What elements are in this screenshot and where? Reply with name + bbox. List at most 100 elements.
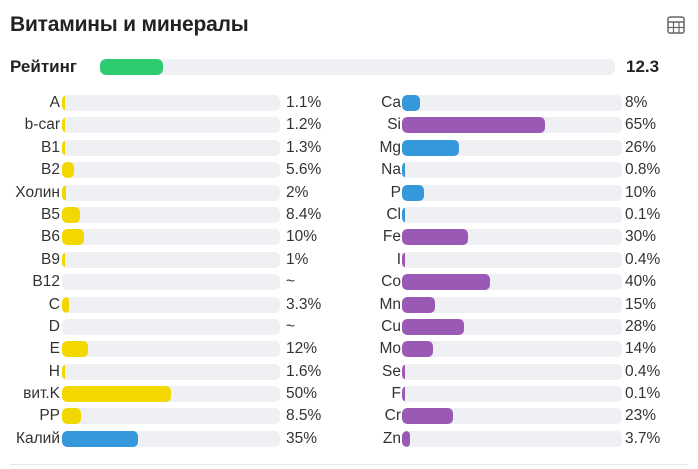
nutrient-bar-track <box>62 251 280 268</box>
nutrient-bar-track <box>402 206 622 223</box>
nutrient-bar-track <box>402 386 622 403</box>
nutrient-row: B5 8.4% <box>0 204 345 226</box>
nutrient-row: b-car 1.2% <box>0 114 345 136</box>
nutrient-value: 26% <box>625 138 657 156</box>
nutrient-value: 50% <box>286 385 318 403</box>
nutrient-label: Ca <box>381 94 401 111</box>
nutrient-label: E <box>49 340 60 358</box>
nutrient-bar-track <box>62 162 280 179</box>
nutrient-bar-track <box>402 95 622 111</box>
nutrient-bar-track <box>402 184 622 201</box>
divider <box>10 464 688 465</box>
nutrient-label: A <box>49 94 60 111</box>
nutrient-bar-fill <box>402 117 545 134</box>
nutrient-row: H 1.6% <box>0 361 345 383</box>
nutrient-value: 1.1% <box>286 94 322 111</box>
nutrient-bar-fill <box>62 296 70 313</box>
nutrient-bar-fill <box>402 363 405 380</box>
nutrient-label: I <box>396 250 401 268</box>
nutrient-value: 30% <box>625 228 657 246</box>
nutrient-row: Co 40% <box>345 271 690 293</box>
nutrient-value: 12% <box>286 340 318 358</box>
nutrient-label: Cr <box>384 407 401 425</box>
nutrient-value: 3.7% <box>625 429 661 447</box>
nutrient-row: Cr 23% <box>345 405 690 427</box>
nutrient-label: вит.K <box>23 385 60 403</box>
nutrient-bar-track <box>402 162 622 179</box>
nutrient-bar-track <box>402 363 622 380</box>
section-title: Витамины и минералы <box>10 13 249 36</box>
nutrient-row: Se 0.4% <box>345 361 690 383</box>
nutrient-bar-fill <box>402 229 468 246</box>
nutrient-bar-fill <box>62 251 65 268</box>
nutrient-value: 14% <box>625 340 657 358</box>
nutrient-row: B6 10% <box>0 226 345 248</box>
nutrient-label: b-car <box>24 116 60 134</box>
nutrient-bar-track <box>62 341 280 358</box>
nutrient-value: 1.6% <box>286 362 322 380</box>
nutrient-value: 0.8% <box>625 161 661 179</box>
nutrient-bar-fill <box>402 341 433 358</box>
nutrient-label: B2 <box>41 161 60 179</box>
nutrient-row: E 12% <box>0 338 345 360</box>
nutrient-bar-track <box>402 251 622 268</box>
nutrient-bar-fill <box>402 318 464 335</box>
nutrient-bar-fill <box>402 139 460 156</box>
nutrient-bar-track <box>62 430 280 447</box>
nutrient-bar-track <box>62 229 280 246</box>
nutrient-value: 8.4% <box>286 205 322 223</box>
nutrient-value: 1% <box>286 250 309 268</box>
nutrient-label: Si <box>387 116 401 134</box>
nutrient-label: Cu <box>381 317 401 335</box>
nutrient-bar-fill <box>62 184 67 201</box>
nutrient-bar-track <box>62 206 280 223</box>
nutrient-bar-fill <box>402 206 405 223</box>
nutrient-bar-fill <box>62 363 66 380</box>
nutrient-row: Na 0.8% <box>345 159 690 181</box>
nutrient-label: Mg <box>379 138 401 156</box>
nutrient-bar-track <box>402 274 622 291</box>
nutrient-bar-track <box>62 184 280 201</box>
rating-bar-fill <box>100 59 164 75</box>
nutrient-label: B6 <box>41 228 60 246</box>
nutrient-bar-track <box>62 296 280 313</box>
nutrient-row: Cu 28% <box>345 316 690 338</box>
nutrient-value: ~ <box>286 317 296 335</box>
nutrient-row: B1 1.3% <box>0 137 345 159</box>
nutrient-label: B12 <box>32 273 60 291</box>
nutrient-bar-fill <box>402 162 405 179</box>
nutrient-value: ~ <box>286 273 296 291</box>
nutrient-row: B12 ~ <box>0 271 345 293</box>
rating-value: 12.3 <box>626 57 660 76</box>
nutrient-row: PP 8.5% <box>0 405 345 427</box>
nutrient-bar-track <box>402 296 622 313</box>
nutrient-bar-fill <box>402 408 453 425</box>
nutrient-bar-fill <box>402 430 411 447</box>
nutrient-label: P <box>390 183 401 201</box>
nutrient-row: вит.K 50% <box>0 383 345 405</box>
nutrient-label: F <box>391 385 401 403</box>
vitamins-list: A 1.1% b-car 1.2% B1 1.3% B2 5.6% Холин 2% B5 8.4% B… <box>0 92 345 450</box>
nutrient-row: F 0.1% <box>345 383 690 405</box>
nutrient-label: PP <box>39 407 60 425</box>
nutrient-label: Калий <box>15 429 60 447</box>
nutrient-bar-fill <box>62 139 65 156</box>
nutrient-bar-fill <box>62 229 84 246</box>
nutrient-bar-fill <box>62 95 65 111</box>
nutrient-value: 40% <box>625 273 657 291</box>
nutrient-label: D <box>48 317 60 335</box>
nutrient-row: Mn 15% <box>345 294 690 316</box>
nutrient-bar-fill <box>402 386 405 403</box>
nutrient-bar-track <box>402 117 622 134</box>
minerals-list: Ca 8% Si 65% Mg 26% Na 0.8% P 10% Cl 0.1% Fe 30% I 0.4%… <box>345 92 690 450</box>
nutrient-value: 5.6% <box>286 161 322 179</box>
nutrient-value: 0.1% <box>625 385 661 403</box>
nutrient-bar-track <box>62 408 280 425</box>
nutrient-bar-fill <box>62 341 89 358</box>
table-icon[interactable] <box>667 16 685 34</box>
nutrient-value: 0.1% <box>625 205 661 223</box>
nutrient-bar-track <box>402 341 622 358</box>
nutrient-label: Mo <box>379 340 401 358</box>
nutrient-value: 1.3% <box>286 138 322 156</box>
nutrient-value: 65% <box>625 116 657 134</box>
